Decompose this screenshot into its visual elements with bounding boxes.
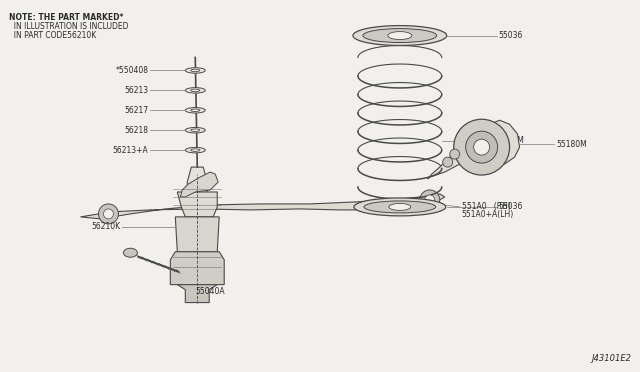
- Ellipse shape: [186, 88, 205, 93]
- Ellipse shape: [191, 109, 200, 112]
- Ellipse shape: [363, 29, 436, 42]
- Text: 55180M: 55180M: [557, 140, 588, 149]
- Circle shape: [425, 195, 435, 205]
- Circle shape: [443, 157, 452, 167]
- Text: 55040A: 55040A: [195, 286, 225, 296]
- Ellipse shape: [186, 147, 205, 153]
- Text: 55036: 55036: [499, 31, 523, 40]
- Ellipse shape: [186, 108, 205, 113]
- Ellipse shape: [364, 201, 436, 213]
- Text: 56210K: 56210K: [92, 222, 120, 231]
- Ellipse shape: [186, 68, 205, 73]
- Circle shape: [99, 204, 118, 224]
- Circle shape: [466, 131, 498, 163]
- Ellipse shape: [389, 203, 411, 211]
- Ellipse shape: [191, 129, 200, 131]
- Polygon shape: [175, 217, 220, 252]
- Polygon shape: [428, 120, 520, 179]
- Polygon shape: [180, 172, 218, 197]
- Polygon shape: [81, 194, 445, 219]
- Text: 551A0+A(LH): 551A0+A(LH): [461, 211, 514, 219]
- Polygon shape: [188, 167, 207, 217]
- Text: IN PART CODE56210K: IN PART CODE56210K: [9, 31, 96, 39]
- Ellipse shape: [388, 32, 412, 39]
- Text: 56213: 56213: [124, 86, 148, 95]
- Ellipse shape: [354, 198, 445, 216]
- Ellipse shape: [191, 149, 200, 151]
- Polygon shape: [170, 252, 224, 285]
- Ellipse shape: [353, 26, 447, 45]
- Text: NOTE: THE PART MARKED*: NOTE: THE PART MARKED*: [9, 13, 123, 22]
- Polygon shape: [177, 285, 217, 302]
- Text: 55020M: 55020M: [493, 136, 525, 145]
- Text: 55036: 55036: [499, 202, 523, 211]
- Ellipse shape: [124, 248, 138, 257]
- Circle shape: [420, 190, 440, 210]
- Ellipse shape: [191, 69, 200, 72]
- Text: J43101E2: J43101E2: [591, 355, 631, 363]
- Text: *550408: *550408: [115, 66, 148, 75]
- Polygon shape: [177, 192, 217, 217]
- Text: IN ILLUSTRATION IS INCLUDED: IN ILLUSTRATION IS INCLUDED: [9, 22, 128, 31]
- Circle shape: [454, 119, 509, 175]
- Circle shape: [474, 139, 490, 155]
- Text: 56217: 56217: [124, 106, 148, 115]
- Text: 56213+A: 56213+A: [113, 145, 148, 155]
- Ellipse shape: [186, 128, 205, 133]
- Circle shape: [104, 209, 113, 219]
- Ellipse shape: [191, 89, 200, 92]
- Text: 551A0   (RH): 551A0 (RH): [461, 202, 511, 211]
- Circle shape: [450, 149, 460, 159]
- Text: 56218: 56218: [124, 126, 148, 135]
